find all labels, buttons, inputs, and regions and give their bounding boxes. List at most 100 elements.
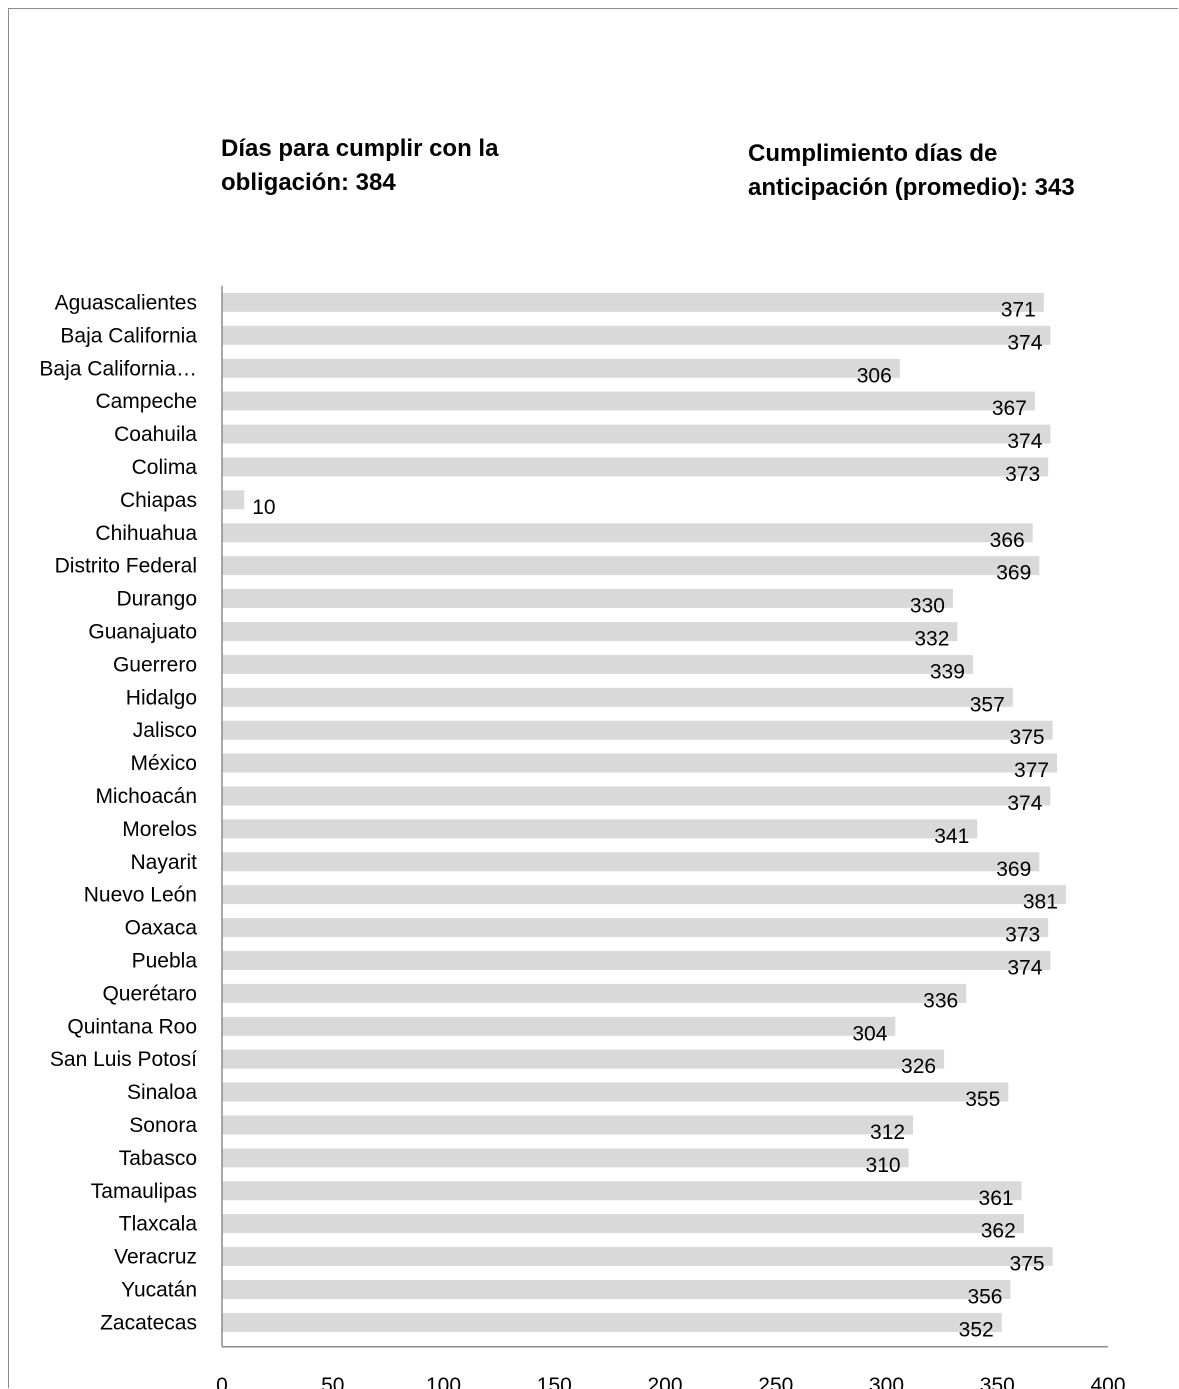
category-label: Colima [132,456,198,479]
bar [222,391,1035,411]
bar [222,983,967,1003]
category-label: Baja California [60,324,197,347]
bar [222,687,1013,707]
value-label: 355 [965,1088,1000,1111]
bar [222,654,973,674]
bar [222,1181,1022,1201]
category-label: Sinaloa [127,1081,197,1104]
bar [222,753,1058,773]
category-label: Chihuahua [95,522,197,545]
bar [222,490,245,510]
category-label: Nayarit [130,851,197,874]
value-label: 366 [990,529,1025,552]
value-label: 373 [1005,924,1040,947]
category-label: Chiapas [120,489,197,512]
category-label: Tamaulipas [91,1180,197,1203]
value-label: 357 [970,693,1005,716]
bar [222,852,1040,872]
deadline-note: Días para cumplir con la obligación: 384 [221,135,499,196]
bar [222,622,958,641]
category-label: Veracruz [114,1246,197,1269]
category-label: Coahuila [114,423,197,446]
x-tick-label: 200 [647,1374,682,1389]
x-tick-label: 400 [1090,1374,1125,1389]
category-label: Jalisco [133,719,197,742]
bar [222,1247,1053,1266]
category-label: Querétaro [102,982,197,1005]
bar [222,1148,909,1168]
x-tick-label: 50 [321,1374,344,1389]
bar [222,523,1033,543]
bar [222,424,1051,444]
category-label: Yucatán [121,1279,197,1302]
value-label: 336 [923,989,958,1012]
bar [222,1049,945,1069]
value-label: 374 [1007,331,1042,354]
value-label: 369 [996,858,1031,881]
value-label: 362 [981,1220,1016,1243]
category-label: Michoacán [95,785,197,808]
bar [222,1082,1009,1102]
bar [222,786,1051,806]
value-label: 304 [852,1022,887,1045]
value-label: 312 [870,1121,905,1144]
value-label: 373 [1005,463,1040,486]
bar [222,325,1051,345]
bar [222,1312,1002,1332]
value-label: 381 [1023,891,1058,914]
category-label: Tlaxcala [119,1213,198,1236]
value-label: 356 [967,1286,1002,1309]
value-label: 377 [1014,759,1049,782]
x-tick-label: 350 [980,1374,1015,1389]
value-label: 306 [857,364,892,387]
bar [222,819,978,839]
x-tick-label: 250 [758,1374,793,1389]
category-label: Sonora [129,1114,197,1137]
value-label: 374 [1007,792,1042,815]
chart-frame [8,8,1178,1388]
value-label: 371 [1001,298,1036,321]
bar [222,1115,914,1135]
category-label: Hidalgo [126,686,197,709]
value-label: 326 [901,1055,936,1078]
category-label: Oaxaca [125,917,198,940]
value-label: 375 [1010,1253,1045,1276]
value-label: 361 [979,1187,1014,1210]
category-label: Aguascalientes [55,291,197,314]
category-label: México [130,752,197,775]
x-tick-label: 0 [216,1374,228,1389]
bar [222,720,1053,740]
value-label: 352 [959,1318,994,1341]
category-label: Tabasco [119,1147,197,1170]
value-label: 310 [866,1154,901,1177]
value-label: 341 [934,825,969,848]
value-label: 330 [910,595,945,618]
x-tick-label: 150 [537,1374,572,1389]
bar [222,1214,1024,1234]
bar [222,1280,1011,1299]
category-label: Guanajuato [88,621,197,644]
bar [222,292,1044,312]
value-label: 339 [930,660,965,683]
category-label: Durango [116,588,197,611]
category-label: Distrito Federal [55,555,197,578]
average-note: Cumplimiento días de anticipación (prome… [748,140,1075,201]
category-label: Nuevo León [84,884,197,907]
category-label: Puebla [132,950,198,973]
value-label: 369 [996,562,1031,585]
value-label: 367 [992,397,1027,420]
value-label: 375 [1010,726,1045,749]
bar [222,1016,896,1036]
x-tick-label: 300 [869,1374,904,1389]
value-label: 374 [1007,430,1042,453]
category-label: Quintana Roo [67,1015,197,1038]
bar [222,918,1049,938]
category-label: Morelos [122,818,197,841]
bar [222,885,1066,905]
bar [222,589,953,608]
bar [222,457,1049,477]
category-label: Campeche [95,390,197,413]
category-label: Baja California… [39,357,197,380]
bar [222,358,900,378]
